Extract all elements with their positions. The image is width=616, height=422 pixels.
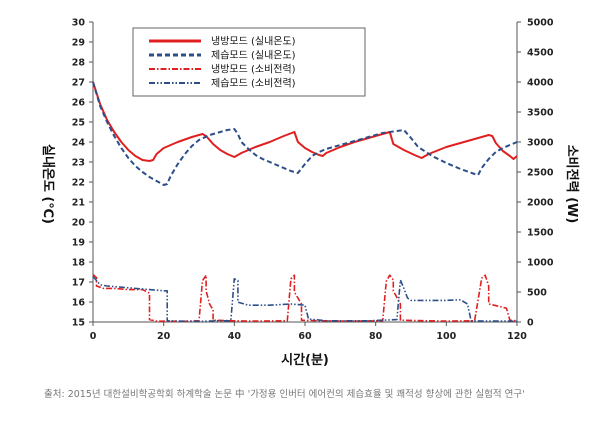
y-axis-right-title: 소비전력 (W): [564, 145, 580, 224]
legend-box: [132, 27, 366, 97]
y-left-tick-label: 15: [72, 318, 85, 329]
y-left-tick-label: 24: [72, 138, 86, 149]
y-right-tick-label: 2500: [527, 168, 554, 179]
y-right-tick-label: 500: [527, 288, 547, 299]
y-left-tick-label: 28: [72, 58, 86, 69]
y-left-tick-label: 22: [72, 178, 85, 189]
series-line-1: [92, 81, 518, 162]
y-left-tick-label: 23: [72, 158, 85, 169]
y-left-tick-label: 17: [72, 278, 85, 289]
legend-label-2: 제습모드 (실내온도): [211, 50, 296, 62]
x-tick-label: 40: [228, 331, 242, 342]
y-left-tick-label: 26: [72, 98, 86, 109]
x-tick-label: 20: [157, 331, 171, 342]
x-tick-label: 80: [369, 331, 383, 342]
y-left-tick-label: 29: [72, 38, 85, 49]
y-right-tick-label: 3500: [527, 108, 554, 119]
legend-label-1: 냉방모드 (실내온도): [211, 36, 296, 48]
y-left-tick-label: 16: [72, 298, 86, 309]
source-caption: 출처: 2015년 대한설비학공학회 하계학술 논문 中 '가정용 인버터 에어…: [44, 389, 525, 400]
y-left-tick-label: 27: [72, 78, 85, 89]
y-right-tick-label: 0: [527, 318, 534, 329]
legend-label-3: 냉방모드 (소비전력): [211, 64, 296, 76]
y-right-tick-label: 1500: [527, 228, 554, 239]
y-left-tick-label: 21: [72, 198, 85, 209]
series-line-3: [92, 273, 518, 323]
y-left-tick-label: 19: [72, 238, 85, 249]
y-right-tick-label: 4000: [527, 78, 554, 89]
y-left-tick-label: 18: [72, 258, 86, 269]
series-line-4: [92, 275, 518, 323]
x-tick-label: 0: [90, 331, 97, 342]
y-left-tick-label: 25: [72, 118, 85, 129]
y-axis-left-title: 실내온도 (℃): [40, 144, 56, 224]
chart-svg: 1516171819202122232425262728293005001000…: [40, 18, 580, 369]
y-right-tick-label: 2000: [527, 198, 554, 209]
y-left-tick-label: 30: [72, 18, 86, 29]
y-right-tick-label: 1000: [527, 258, 554, 269]
series-line-2: [92, 81, 518, 186]
y-right-tick-label: 3000: [527, 138, 554, 149]
x-tick-label: 100: [436, 331, 456, 342]
y-left-tick-label: 20: [72, 218, 86, 229]
legend-label-4: 제습모드 (소비전력): [211, 78, 296, 90]
x-axis-title: 시간(분): [281, 352, 329, 368]
y-right-tick-label: 5000: [527, 18, 554, 29]
x-tick-label: 120: [507, 331, 527, 342]
x-tick-label: 60: [298, 331, 312, 342]
y-right-tick-label: 4500: [527, 48, 554, 59]
